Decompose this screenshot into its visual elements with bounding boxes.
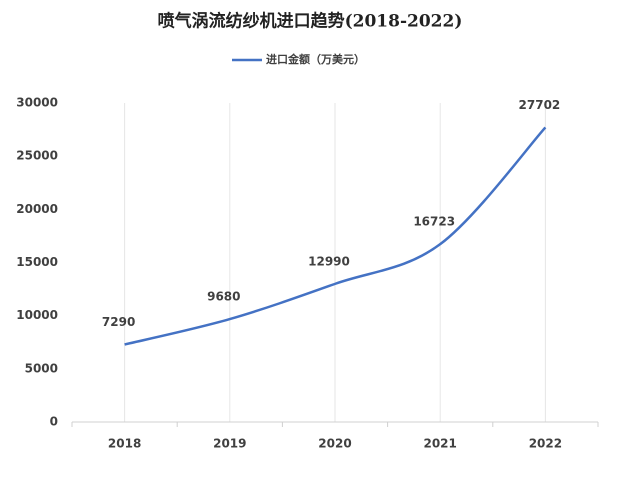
data-label: 7290 — [102, 315, 135, 329]
y-tick-label: 25000 — [16, 149, 58, 163]
x-tick-label: 2019 — [213, 437, 246, 451]
series-line — [124, 126, 547, 346]
data-label: 16723 — [413, 215, 455, 229]
y-tick-label: 0 — [50, 415, 58, 429]
y-tick-label: 5000 — [25, 361, 58, 375]
data-label: 27702 — [519, 98, 561, 112]
x-tick-label: 2018 — [108, 437, 141, 451]
data-label: 9680 — [207, 290, 240, 304]
legend-label: 进口金额（万美元） — [266, 52, 365, 66]
chart-title: 喷气涡流纺纱机进口趋势(2018-2022) — [158, 11, 463, 32]
y-tick-label: 30000 — [16, 96, 58, 110]
y-tick-label: 10000 — [16, 308, 58, 322]
x-tick-label: 2022 — [529, 437, 562, 451]
y-tick-label: 15000 — [16, 255, 58, 269]
data-label: 12990 — [308, 254, 350, 268]
x-tick-label: 2020 — [318, 437, 351, 451]
x-tick-label: 2021 — [423, 437, 456, 451]
y-tick-label: 20000 — [16, 202, 58, 216]
